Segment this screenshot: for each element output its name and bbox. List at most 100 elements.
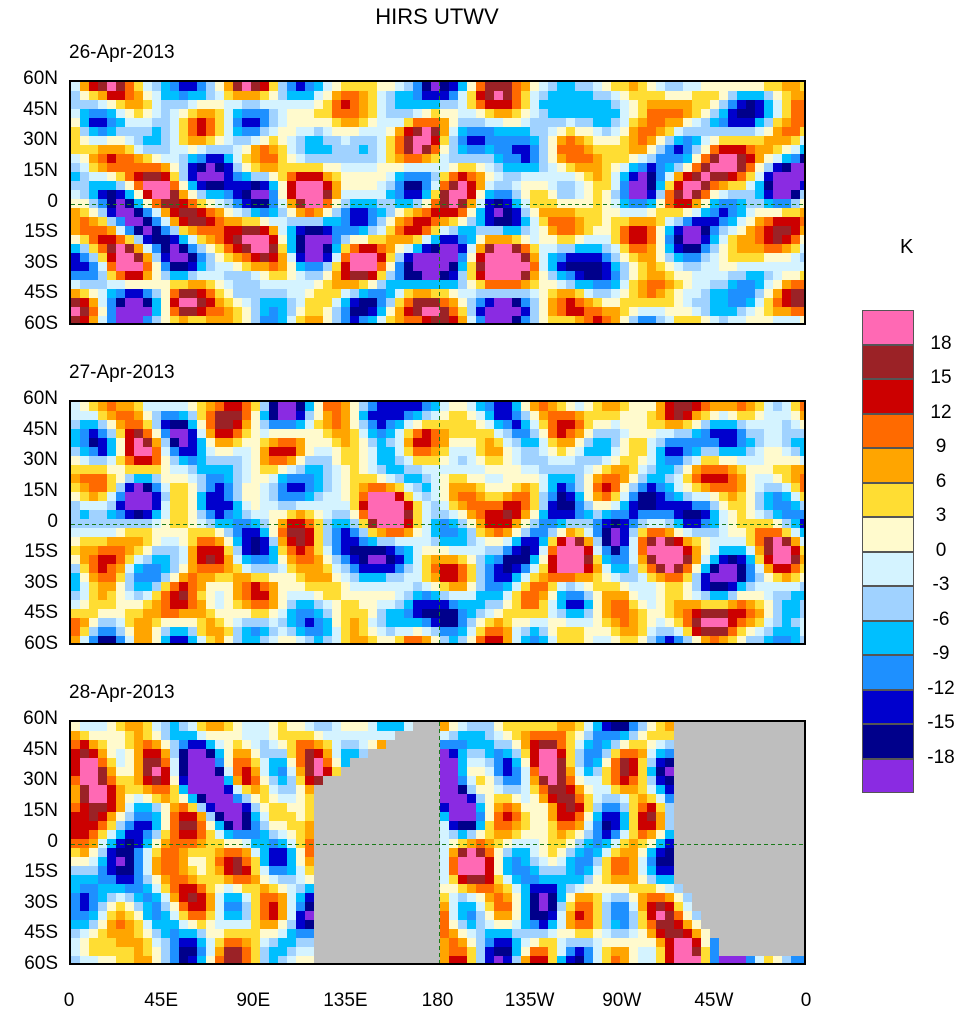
field-cell: [701, 447, 710, 456]
field-cell: [161, 546, 170, 555]
field-cell: [539, 109, 548, 118]
field-cell: [161, 280, 170, 289]
field-cell: [692, 740, 701, 749]
field-cell: [467, 731, 476, 740]
field-cell: [647, 226, 656, 235]
field-cell: [494, 217, 503, 226]
field-cell: [278, 420, 287, 429]
field-cell: [773, 217, 782, 226]
field-cell: [188, 429, 197, 438]
field-cell: [683, 483, 692, 492]
field-cell: [629, 190, 638, 199]
field-cell: [773, 618, 782, 627]
panel-date: 28-Apr-2013: [69, 682, 175, 703]
field-cell: [755, 474, 764, 483]
field-cell: [620, 510, 629, 519]
field-cell: [467, 145, 476, 154]
field-cell: [422, 609, 431, 618]
field-cell: [620, 244, 629, 253]
field-cell: [665, 280, 674, 289]
field-cell: [98, 172, 107, 181]
field-cell: [467, 591, 476, 600]
field-cell: [269, 600, 278, 609]
field-cell: [512, 82, 521, 91]
field-cell: [107, 519, 116, 528]
field-cell: [134, 271, 143, 280]
field-cell: [413, 420, 422, 429]
field-cell: [152, 172, 161, 181]
field-cell: [791, 582, 800, 591]
field-cell: [116, 109, 125, 118]
field-cell: [98, 510, 107, 519]
field-cell: [323, 262, 332, 271]
field-cell: [152, 429, 161, 438]
field-cell: [449, 109, 458, 118]
field-cell: [521, 235, 530, 244]
field-cell: [161, 483, 170, 492]
field-cell: [197, 546, 206, 555]
field-cell: [404, 118, 413, 127]
field-cell: [548, 456, 557, 465]
field-cell: [152, 618, 161, 627]
field-cell: [647, 316, 656, 323]
field-cell: [197, 555, 206, 564]
field-cell: [512, 402, 521, 411]
field-cell: [206, 316, 215, 323]
field-cell: [503, 501, 512, 510]
field-cell: [89, 280, 98, 289]
field-cell: [692, 609, 701, 618]
field-cell: [395, 573, 404, 582]
field-cell: [314, 528, 323, 537]
field-cell: [350, 492, 359, 501]
field-cell: [683, 411, 692, 420]
field-cell: [467, 402, 476, 411]
field-cell: [521, 154, 530, 163]
field-cell: [323, 627, 332, 636]
field-cell: [260, 636, 269, 643]
field-cell: [134, 289, 143, 298]
field-cell: [80, 262, 89, 271]
field-cell: [224, 483, 233, 492]
field-cell: [764, 528, 773, 537]
field-cell: [413, 555, 422, 564]
field-cell: [503, 519, 512, 528]
field-cell: [620, 190, 629, 199]
field-cell: [125, 208, 134, 217]
field-cell: [782, 636, 791, 643]
field-cell: [197, 447, 206, 456]
field-cell: [674, 627, 683, 636]
anomaly-field: [71, 82, 804, 323]
field-cell: [215, 118, 224, 127]
field-cell: [764, 190, 773, 199]
field-cell: [134, 429, 143, 438]
field-cell: [215, 546, 224, 555]
field-cell: [116, 519, 125, 528]
field-cell: [188, 190, 197, 199]
field-cell: [143, 91, 152, 100]
field-cell: [404, 244, 413, 253]
field-cell: [620, 573, 629, 582]
field-cell: [548, 564, 557, 573]
field-cell: [575, 136, 584, 145]
field-cell: [332, 190, 341, 199]
field-cell: [458, 127, 467, 136]
field-cell: [512, 253, 521, 262]
field-cell: [152, 190, 161, 199]
field-cell: [539, 740, 548, 749]
field-cell: [71, 537, 80, 546]
field-cell: [638, 109, 647, 118]
field-cell: [602, 226, 611, 235]
field-cell: [503, 190, 512, 199]
field-cell: [152, 492, 161, 501]
field-cell: [296, 109, 305, 118]
field-cell: [143, 298, 152, 307]
field-cell: [683, 528, 692, 537]
field-cell: [692, 172, 701, 181]
field-cell: [386, 582, 395, 591]
field-cell: [395, 190, 404, 199]
field-cell: [665, 447, 674, 456]
field-cell: [692, 456, 701, 465]
field-cell: [206, 262, 215, 271]
field-cell: [395, 447, 404, 456]
field-cell: [746, 749, 755, 758]
